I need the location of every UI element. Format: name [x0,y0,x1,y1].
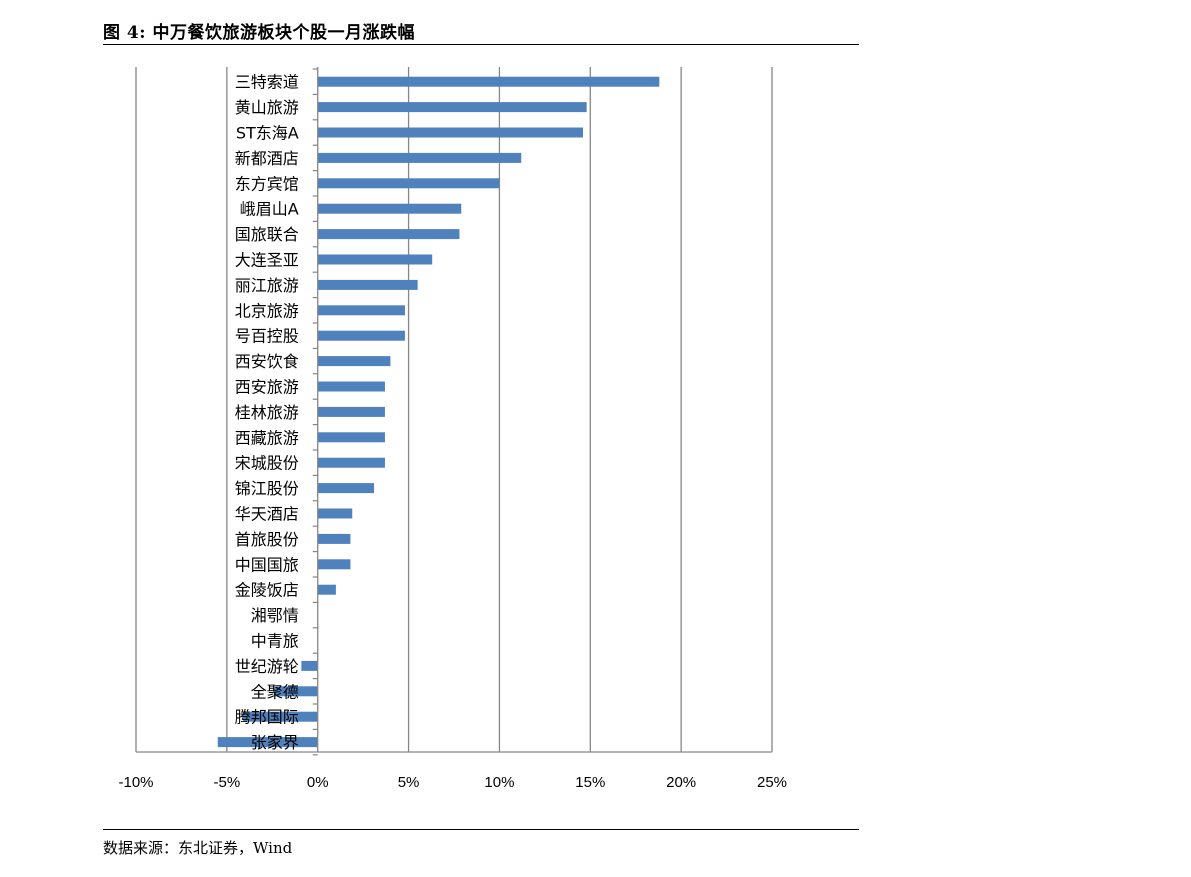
figure-header: 图 4: 中万餐饮旅游板块个股一月涨跌幅 [103,14,859,45]
category-label: 全聚德 [251,682,299,701]
figure-footer-rule [103,829,859,830]
x-tick-label: 10% [484,774,514,791]
x-tick-label: 25% [757,774,787,791]
category-label: 峨眉山A [240,200,299,219]
bar-张家界 [217,737,318,748]
category-label: 北京旅游 [235,301,299,320]
bar-号百控股 [317,330,405,341]
bar-腾邦国际 [243,711,318,722]
bar-桂林旅游 [317,406,385,417]
bar-金陵饭店 [317,584,336,595]
bar-东方宾馆 [317,178,500,189]
bar-丽江旅游 [317,279,418,290]
bar-中国国旅 [317,559,351,570]
bar-国旅联合 [317,229,460,240]
bar-全聚德 [274,686,318,697]
bar-黄山旅游 [317,102,587,113]
figure-title: 图 4: 中万餐饮旅游板块个股一月涨跌幅 [103,23,415,43]
bar-峨眉山A [317,203,462,214]
bar-西安饮食 [317,356,391,367]
bar-首旅股份 [317,533,351,544]
bar-新都酒店 [317,152,522,163]
category-label: 号百控股 [235,327,299,346]
category-label: 三特索道 [235,73,299,92]
category-label: 张家界 [251,733,299,752]
bar-宋城股份 [317,457,385,468]
bar-北京旅游 [317,305,405,316]
category-label: 大连圣亚 [235,251,299,270]
category-label: 首旅股份 [235,530,299,549]
category-label: 丽江旅游 [235,276,299,295]
category-label: 湘鄂情 [251,606,299,625]
bar-世纪游轮 [301,660,318,671]
category-label: 金陵饭店 [235,581,299,600]
category-label: 腾邦国际 [235,708,299,727]
bar-西安旅游 [317,381,385,392]
category-label: ST东海A [236,124,299,143]
category-label: 中国国旅 [235,555,299,574]
x-tick-label: 15% [575,774,605,791]
category-label: 新都酒店 [235,149,299,168]
x-tick-label: 20% [666,774,696,791]
category-label: 桂林旅游 [235,403,299,422]
category-label: 东方宾馆 [235,174,299,193]
category-label: 西藏旅游 [235,428,299,447]
bar-大连圣亚 [317,254,433,265]
bar-西藏旅游 [317,432,385,443]
category-label: 西安旅游 [235,378,299,397]
x-tick-label: -5% [214,774,241,791]
figure-source: 数据来源：东北证券，Wind [103,839,293,857]
bar-三特索道 [317,76,660,87]
bar-ST东海A [317,127,584,138]
category-label: 华天酒店 [235,505,299,524]
category-label: 宋城股份 [235,454,299,473]
x-tick-label: 5% [398,774,420,791]
category-label: 西安饮食 [235,352,299,371]
category-label: 锦江股份 [235,479,299,498]
bar-华天酒店 [317,508,353,519]
category-label: 黄山旅游 [235,98,299,117]
category-label: 中青旅 [251,632,299,651]
x-tick-label: -10% [118,774,153,791]
x-tick-label: 0% [307,774,329,791]
category-label: 国旅联合 [235,225,299,244]
bar-锦江股份 [317,483,375,494]
category-label: 世纪游轮 [235,657,299,676]
